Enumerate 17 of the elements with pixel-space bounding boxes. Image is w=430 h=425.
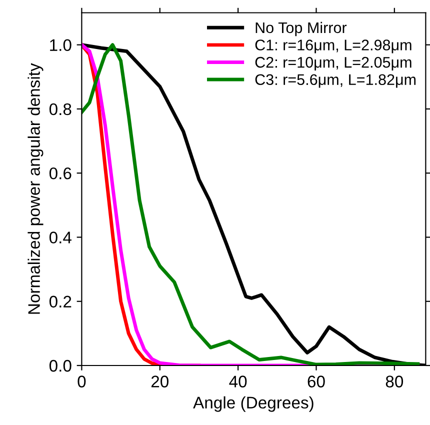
x-tick-label: 0 (78, 376, 86, 388)
legend-label: No Top Mirror (256, 22, 347, 36)
x-axis-title: Angle (Degrees) (193, 396, 314, 412)
y-tick-label: 0.0 (49, 360, 72, 372)
y-axis-title: Normalized power angular density (28, 63, 44, 314)
x-tick-label: 60 (308, 376, 325, 388)
legend-label: C2: r=10μm, L=2.05μm (255, 56, 412, 71)
x-tick-label: 20 (151, 376, 168, 388)
legend-label: C3: r=5.6μm, L=1.82μm (255, 74, 416, 88)
y-tick-label: 0.8 (49, 103, 72, 116)
y-tick-label: 0.2 (49, 296, 72, 308)
y-tick-label: 1.0 (50, 39, 72, 52)
y-tick-label: 0.4 (49, 232, 72, 244)
x-tick-label: 80 (386, 376, 404, 388)
y-tick-label: 0.6 (49, 167, 72, 180)
x-tick-label: 40 (229, 376, 247, 388)
legend-label: C1: r=16μm, L=2.98μm (255, 40, 412, 54)
